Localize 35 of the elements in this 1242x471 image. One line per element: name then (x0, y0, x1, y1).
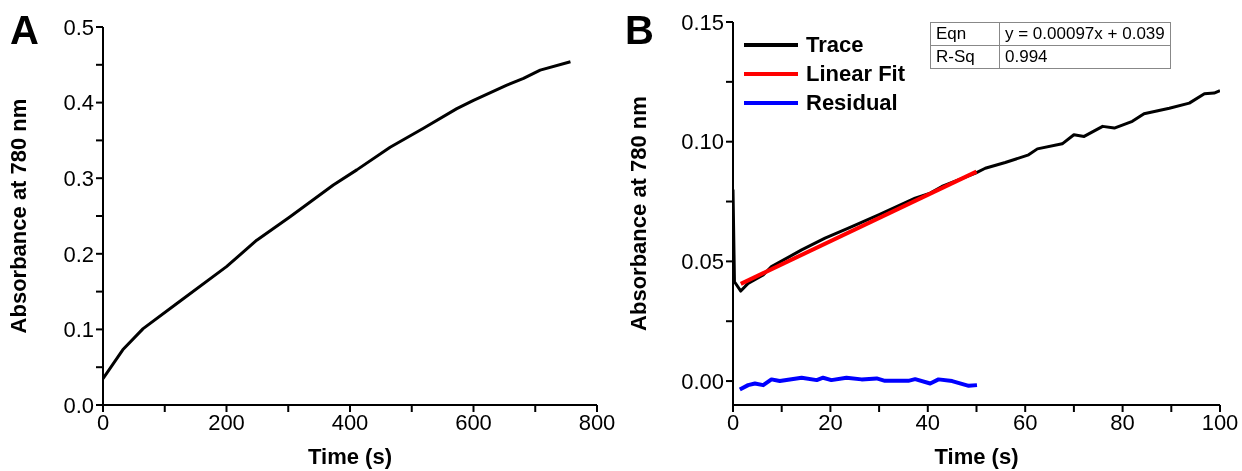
y-tick-label: 0.15 (681, 9, 724, 35)
x-tick-label: 0 (726, 409, 740, 435)
line-series (737, 375, 979, 392)
y-tick-label: 0.3 (63, 166, 94, 192)
annotation: y = 0.00097x + 0.039 (999, 22, 1171, 46)
y-tick-label: 0.0 (63, 392, 94, 418)
y-tick-label: 0.5 (63, 14, 94, 40)
x-tick-label: 600 (455, 409, 492, 435)
annotation: 0.994 (999, 45, 1171, 69)
y-tick-label: 0.4 (63, 90, 94, 116)
chart-title: B (625, 8, 654, 52)
y-axis-title: Absorbance at 780 nm (625, 96, 651, 331)
legend-label: Linear Fit (806, 60, 906, 87)
x-axis-title: Time (s) (308, 444, 392, 469)
x-tick-label: 40 (915, 409, 941, 435)
annotation: R-Sq (930, 45, 1000, 69)
x-tick-label: 20 (818, 409, 843, 435)
legend-label: Trace (806, 31, 864, 58)
x-tick-label: 800 (578, 409, 616, 435)
legend-label: Residual (806, 89, 898, 116)
y-tick-label: 0.10 (681, 129, 724, 155)
x-tick-label: 60 (1012, 409, 1038, 435)
y-axis-title: Absorbance at 780 nm (5, 98, 31, 334)
x-axis-title: Time (s) (934, 444, 1019, 469)
y-tick-label: 0.00 (681, 368, 724, 394)
y-tick-label: 0.05 (681, 249, 724, 275)
x-tick-label: 80 (1110, 409, 1135, 435)
x-tick-label: 0 (96, 409, 110, 435)
x-tick-label: 100 (1201, 409, 1239, 435)
y-tick-label: 0.1 (63, 317, 94, 343)
x-tick-label: 200 (208, 409, 245, 435)
x-tick-label: 400 (331, 409, 369, 435)
y-tick-label: 0.2 (63, 241, 94, 267)
chart-title: A (10, 8, 39, 52)
annotation: Eqn (930, 22, 1000, 46)
